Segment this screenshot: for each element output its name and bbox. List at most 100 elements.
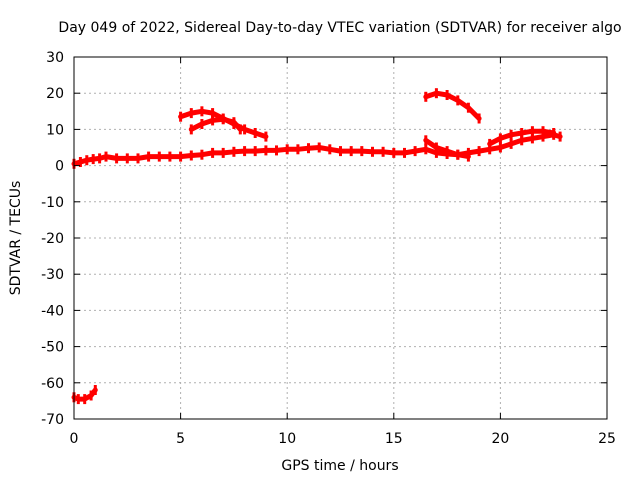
data-point — [211, 108, 215, 119]
data-point — [76, 394, 80, 405]
data-point — [221, 114, 225, 125]
data-point — [307, 143, 310, 154]
data-point — [89, 390, 93, 401]
data-point — [168, 151, 172, 162]
x-tick-label: 10 — [278, 431, 296, 447]
data-point — [434, 88, 438, 99]
y-tick-label: 0 — [55, 159, 64, 175]
y-tick-label: -10 — [41, 195, 64, 211]
y-tick-label: 10 — [46, 122, 64, 138]
data-point — [371, 146, 374, 157]
data-point — [200, 119, 204, 129]
data-point — [243, 124, 247, 135]
data-point — [285, 144, 289, 155]
data-point — [296, 144, 300, 155]
data-point — [498, 133, 502, 144]
y-axis-label: SDTVAR / TECUs — [8, 181, 24, 296]
data-point — [477, 113, 481, 124]
data-point — [232, 146, 236, 157]
data-point — [520, 135, 524, 146]
data-point — [488, 138, 492, 149]
data-point — [93, 385, 97, 395]
data-point — [317, 142, 321, 153]
data-point — [115, 153, 119, 164]
data-point — [552, 128, 556, 138]
data-point — [530, 133, 534, 144]
data-point — [91, 154, 95, 165]
x-axis-label: GPS time / hours — [281, 458, 398, 474]
y-tick-label: 20 — [46, 86, 64, 102]
data-point — [424, 135, 428, 146]
y-tick-label: 30 — [46, 50, 64, 66]
data-point — [189, 124, 193, 135]
data-point — [253, 128, 257, 138]
data-point — [541, 126, 545, 137]
data-point — [445, 146, 449, 157]
data-point — [211, 115, 215, 126]
data-point — [558, 131, 562, 142]
data-point — [530, 126, 534, 137]
data-point — [78, 157, 82, 167]
data-point — [381, 146, 385, 157]
data-point — [509, 138, 513, 149]
data-point — [221, 147, 225, 158]
data-point — [104, 151, 108, 162]
y-tick-label: -40 — [41, 303, 64, 319]
data-point — [179, 151, 183, 162]
data-point — [232, 117, 236, 128]
data-point — [253, 146, 257, 157]
series-arc-evening — [423, 90, 482, 121]
data-point — [136, 153, 140, 164]
y-tick-label: -70 — [41, 412, 64, 428]
data-point — [477, 146, 481, 157]
chart-title: Day 049 of 2022, Sidereal Day-to-day VTE… — [58, 20, 621, 36]
data-point — [179, 111, 183, 122]
data-point — [211, 147, 215, 158]
data-point — [157, 151, 161, 162]
data-point — [456, 149, 460, 160]
data-point — [434, 142, 438, 153]
data-point — [189, 108, 193, 119]
data-point — [498, 142, 502, 153]
data-point — [392, 147, 396, 158]
data-point — [200, 106, 204, 117]
data-point — [125, 153, 129, 164]
data-point — [445, 90, 449, 100]
data-point — [520, 128, 524, 138]
data-point — [85, 155, 89, 166]
data-point — [403, 147, 406, 158]
data-point — [238, 124, 242, 135]
data-point — [189, 150, 193, 161]
data-point — [434, 147, 438, 158]
x-tick-label: 25 — [598, 431, 616, 447]
data-point — [456, 95, 460, 106]
data-point — [509, 129, 513, 140]
data-point — [424, 144, 428, 155]
y-tick-label: -30 — [41, 267, 64, 283]
y-tick-label: -50 — [41, 340, 64, 356]
data-points — [71, 88, 563, 405]
data-point — [339, 146, 342, 157]
x-tick-label: 20 — [491, 431, 509, 447]
data-point — [83, 394, 87, 405]
data-point — [466, 151, 470, 162]
grid — [74, 57, 607, 419]
x-tick-label: 15 — [385, 431, 403, 447]
axes: 0 5 10 15 20 25 -70 -60 -50 -40 -30 -20 -10 0 10 20 30 — [41, 50, 616, 447]
data-point — [328, 144, 332, 155]
data-point — [488, 144, 492, 155]
data-point — [98, 153, 102, 164]
data-point — [424, 91, 428, 102]
data-point — [147, 151, 151, 162]
data-point — [264, 145, 268, 156]
data-point — [275, 145, 278, 156]
y-tick-label: -60 — [41, 376, 64, 392]
data-point — [200, 149, 204, 160]
x-tick-label: 5 — [176, 431, 185, 447]
data-point — [264, 131, 268, 142]
data-point — [466, 102, 470, 113]
data-point — [243, 146, 247, 157]
y-tick-label: -20 — [41, 231, 64, 247]
